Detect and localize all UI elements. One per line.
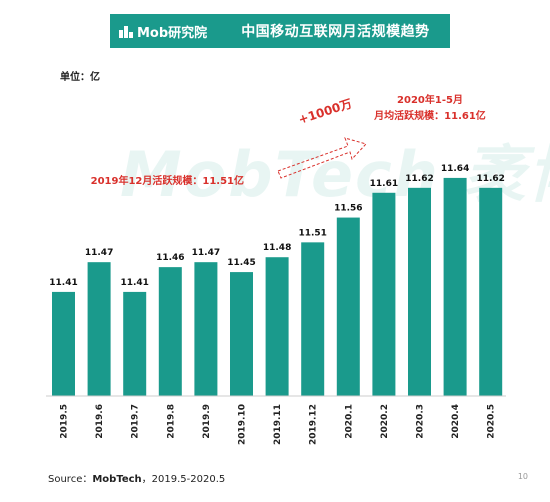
logo-text: Mob研究院 bbox=[137, 25, 208, 41]
x-tick-2020.3: 2020.3 bbox=[416, 404, 426, 439]
bar-2020.2 bbox=[372, 192, 396, 396]
annotation-right-line1: 2020年1-5月 bbox=[397, 93, 463, 106]
data-label-2020.4: 11.64 bbox=[441, 164, 469, 174]
building-icon bbox=[119, 26, 133, 38]
source-suffix: ，2019.5-2020.5 bbox=[141, 474, 226, 485]
bar-2019.8 bbox=[158, 267, 182, 396]
data-label-2019.5: 11.41 bbox=[49, 278, 77, 288]
source-name: MobTech bbox=[92, 474, 142, 485]
growth-arrow bbox=[277, 137, 367, 179]
data-label-2019.11: 11.48 bbox=[263, 243, 291, 253]
unit-label: 单位：亿 bbox=[60, 72, 100, 83]
x-tick-2019.8: 2019.8 bbox=[166, 404, 176, 439]
x-tick-2019.11: 2019.11 bbox=[273, 404, 283, 445]
annotation-left-note: 2019年12月活跃规模：11.51亿 bbox=[91, 174, 244, 187]
bar-2019.10 bbox=[230, 272, 253, 396]
page-number: 10 bbox=[517, 472, 528, 481]
annotation-growth: +1000万 bbox=[297, 96, 354, 126]
data-label-2019.12: 11.51 bbox=[298, 228, 326, 238]
x-tick-2019.6: 2019.6 bbox=[95, 404, 105, 439]
source-note: Source：MobTech，2019.5-2020.5 bbox=[48, 470, 225, 485]
mob-logo: Mob研究院 bbox=[118, 22, 207, 41]
data-label-2020.1: 11.56 bbox=[334, 204, 362, 214]
x-tick-2019.12: 2019.12 bbox=[309, 404, 319, 445]
bar-2019.9 bbox=[194, 262, 218, 396]
x-tick-2020.1: 2020.1 bbox=[344, 404, 354, 439]
x-tick-2020.2: 2020.2 bbox=[380, 404, 390, 439]
bar-2020.3 bbox=[408, 187, 431, 396]
bar-2019.11 bbox=[265, 257, 289, 396]
data-label-2020.5: 11.62 bbox=[476, 174, 504, 184]
chart-title: 中国移动互联网月活规模趋势 bbox=[241, 24, 430, 40]
x-tick-2019.5: 2019.5 bbox=[60, 404, 70, 439]
bar-2019.5 bbox=[52, 291, 75, 396]
x-tick-2020.4: 2020.4 bbox=[451, 404, 461, 439]
annotation-right-line2: 月均活跃规模：11.61亿 bbox=[373, 109, 486, 122]
data-label-2020.2: 11.61 bbox=[370, 179, 398, 189]
title-banner: Mob研究院 中国移动互联网月活规模趋势 bbox=[110, 14, 450, 48]
x-tick-2019.9: 2019.9 bbox=[202, 404, 212, 439]
data-label-2019.6: 11.47 bbox=[85, 248, 113, 258]
data-label-2019.7: 11.41 bbox=[120, 278, 148, 288]
x-tick-2019.10: 2019.10 bbox=[238, 404, 248, 445]
bar-2019.12 bbox=[301, 242, 325, 396]
bar-2020.1 bbox=[336, 217, 360, 396]
x-tick-2019.7: 2019.7 bbox=[131, 404, 141, 439]
x-tick-2020.5: 2020.5 bbox=[487, 404, 497, 439]
data-label-2019.10: 11.45 bbox=[227, 258, 255, 268]
source-prefix: Source： bbox=[48, 474, 93, 485]
data-label-2019.8: 11.46 bbox=[156, 253, 184, 263]
bar-2020.4 bbox=[443, 177, 467, 396]
data-label-2019.9: 11.47 bbox=[192, 248, 220, 258]
bar-2019.6 bbox=[87, 262, 111, 396]
bar-2019.7 bbox=[123, 291, 147, 396]
data-label-2020.3: 11.62 bbox=[405, 174, 433, 184]
bar-2020.5 bbox=[479, 187, 503, 396]
